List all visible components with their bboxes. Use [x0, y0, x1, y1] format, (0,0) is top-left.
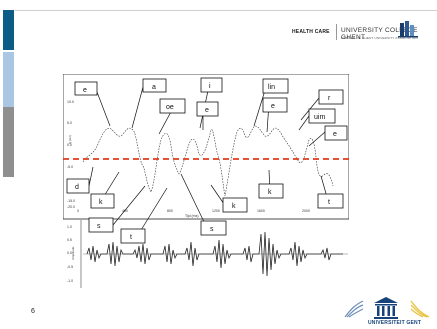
upper-x-tick: 1600	[257, 209, 265, 213]
lower-y-label: Amplitude	[71, 246, 75, 260]
label-box	[74, 81, 98, 96]
university-college-logo-icon	[398, 21, 418, 38]
decorative-flourish-right-icon	[410, 300, 430, 318]
upper-x-label: Tijd (ms)	[185, 214, 198, 218]
label-e-3: e	[271, 103, 275, 110]
upper-y-tick: -5.0	[67, 165, 73, 169]
lower-y-tick: 1.0	[67, 225, 72, 229]
upper-y-tick: -15.0	[67, 199, 75, 203]
accent-bar-light-blue	[3, 52, 14, 107]
upper-y-tick: 0.0	[67, 143, 72, 147]
waveform-trace	[86, 231, 343, 277]
university-label: UNIVERSITEIT GENT	[368, 320, 422, 326]
label-k-2: k	[232, 203, 236, 210]
label-e-4: e	[333, 131, 337, 138]
label-box	[318, 89, 344, 105]
label-k-3: k	[268, 189, 272, 196]
decorative-flourish-left-icon	[344, 300, 364, 318]
upper-y-tick: 10.0	[67, 100, 74, 104]
label-box	[196, 101, 219, 117]
label-box	[200, 77, 223, 93]
label-k-1: k	[99, 199, 103, 206]
upper-x-tick: 800	[167, 209, 173, 213]
upper-y-tick: -20.0	[67, 205, 75, 209]
upper-y-label: Q (Hz)	[68, 135, 72, 144]
phoneme-labels: e a oe i e lin e r uim e d k s	[66, 77, 348, 244]
label-t-1: t	[130, 234, 132, 241]
label-uim: uim	[314, 114, 325, 121]
upper-x-tick: 400	[122, 209, 128, 213]
label-box	[222, 197, 248, 213]
label-box	[90, 193, 115, 209]
label-box	[142, 78, 167, 93]
label-a: a	[152, 84, 156, 91]
label-box	[324, 125, 348, 141]
header-rule	[15, 10, 437, 11]
label-e-2: e	[205, 107, 209, 114]
page-number: 6	[31, 308, 35, 315]
label-s-2: s	[210, 226, 214, 233]
label-box	[88, 217, 114, 233]
lower-y-tick: 0.0	[67, 251, 72, 255]
label-box	[159, 98, 186, 114]
label-oe: oe	[166, 104, 174, 111]
label-box	[262, 97, 288, 113]
pitch-contour	[82, 125, 334, 197]
label-box	[262, 78, 289, 94]
accent-bar-blue	[3, 10, 14, 50]
lower-y-tick: -0.5	[67, 265, 73, 269]
upper-x-tick: 0	[77, 209, 79, 213]
label-lin: lin	[268, 84, 275, 91]
institution-subtitle: MEMBER OF GHENT UNIVERSITY ASSOCIATION	[341, 36, 418, 40]
waveform-plot: 1.0 0.5 0.0 -0.5 -1.0 Amplitude	[67, 220, 348, 288]
label-e-1: e	[83, 87, 87, 94]
upper-x-tick: 2000	[302, 209, 310, 213]
institution-name: UNIVERSITY COLLEGE GHENT	[341, 27, 418, 41]
header-separator	[336, 24, 337, 40]
upper-y-tick: 5.0	[67, 121, 72, 125]
label-box	[66, 178, 90, 194]
department-label: HEALTH CARE	[292, 29, 330, 35]
label-box	[317, 193, 344, 209]
lower-y-tick: 0.5	[67, 238, 72, 242]
lower-y-tick: -1.0	[67, 279, 73, 283]
label-r: r	[328, 95, 331, 102]
label-i: i	[209, 83, 211, 90]
label-s-1: s	[97, 223, 101, 230]
label-box	[200, 220, 227, 236]
accent-bar-grey	[3, 107, 14, 177]
label-box	[258, 183, 284, 199]
label-box	[308, 108, 336, 124]
upper-x-tick: 1200	[212, 209, 220, 213]
label-d: d	[75, 184, 79, 191]
ghent-university-logo-icon	[374, 297, 398, 319]
label-box	[120, 228, 146, 244]
speech-figure: 10.0 5.0 0.0 -5.0 -10.0 -15.0 -20.0 Q (H…	[63, 74, 349, 288]
label-t-2: t	[328, 199, 330, 206]
